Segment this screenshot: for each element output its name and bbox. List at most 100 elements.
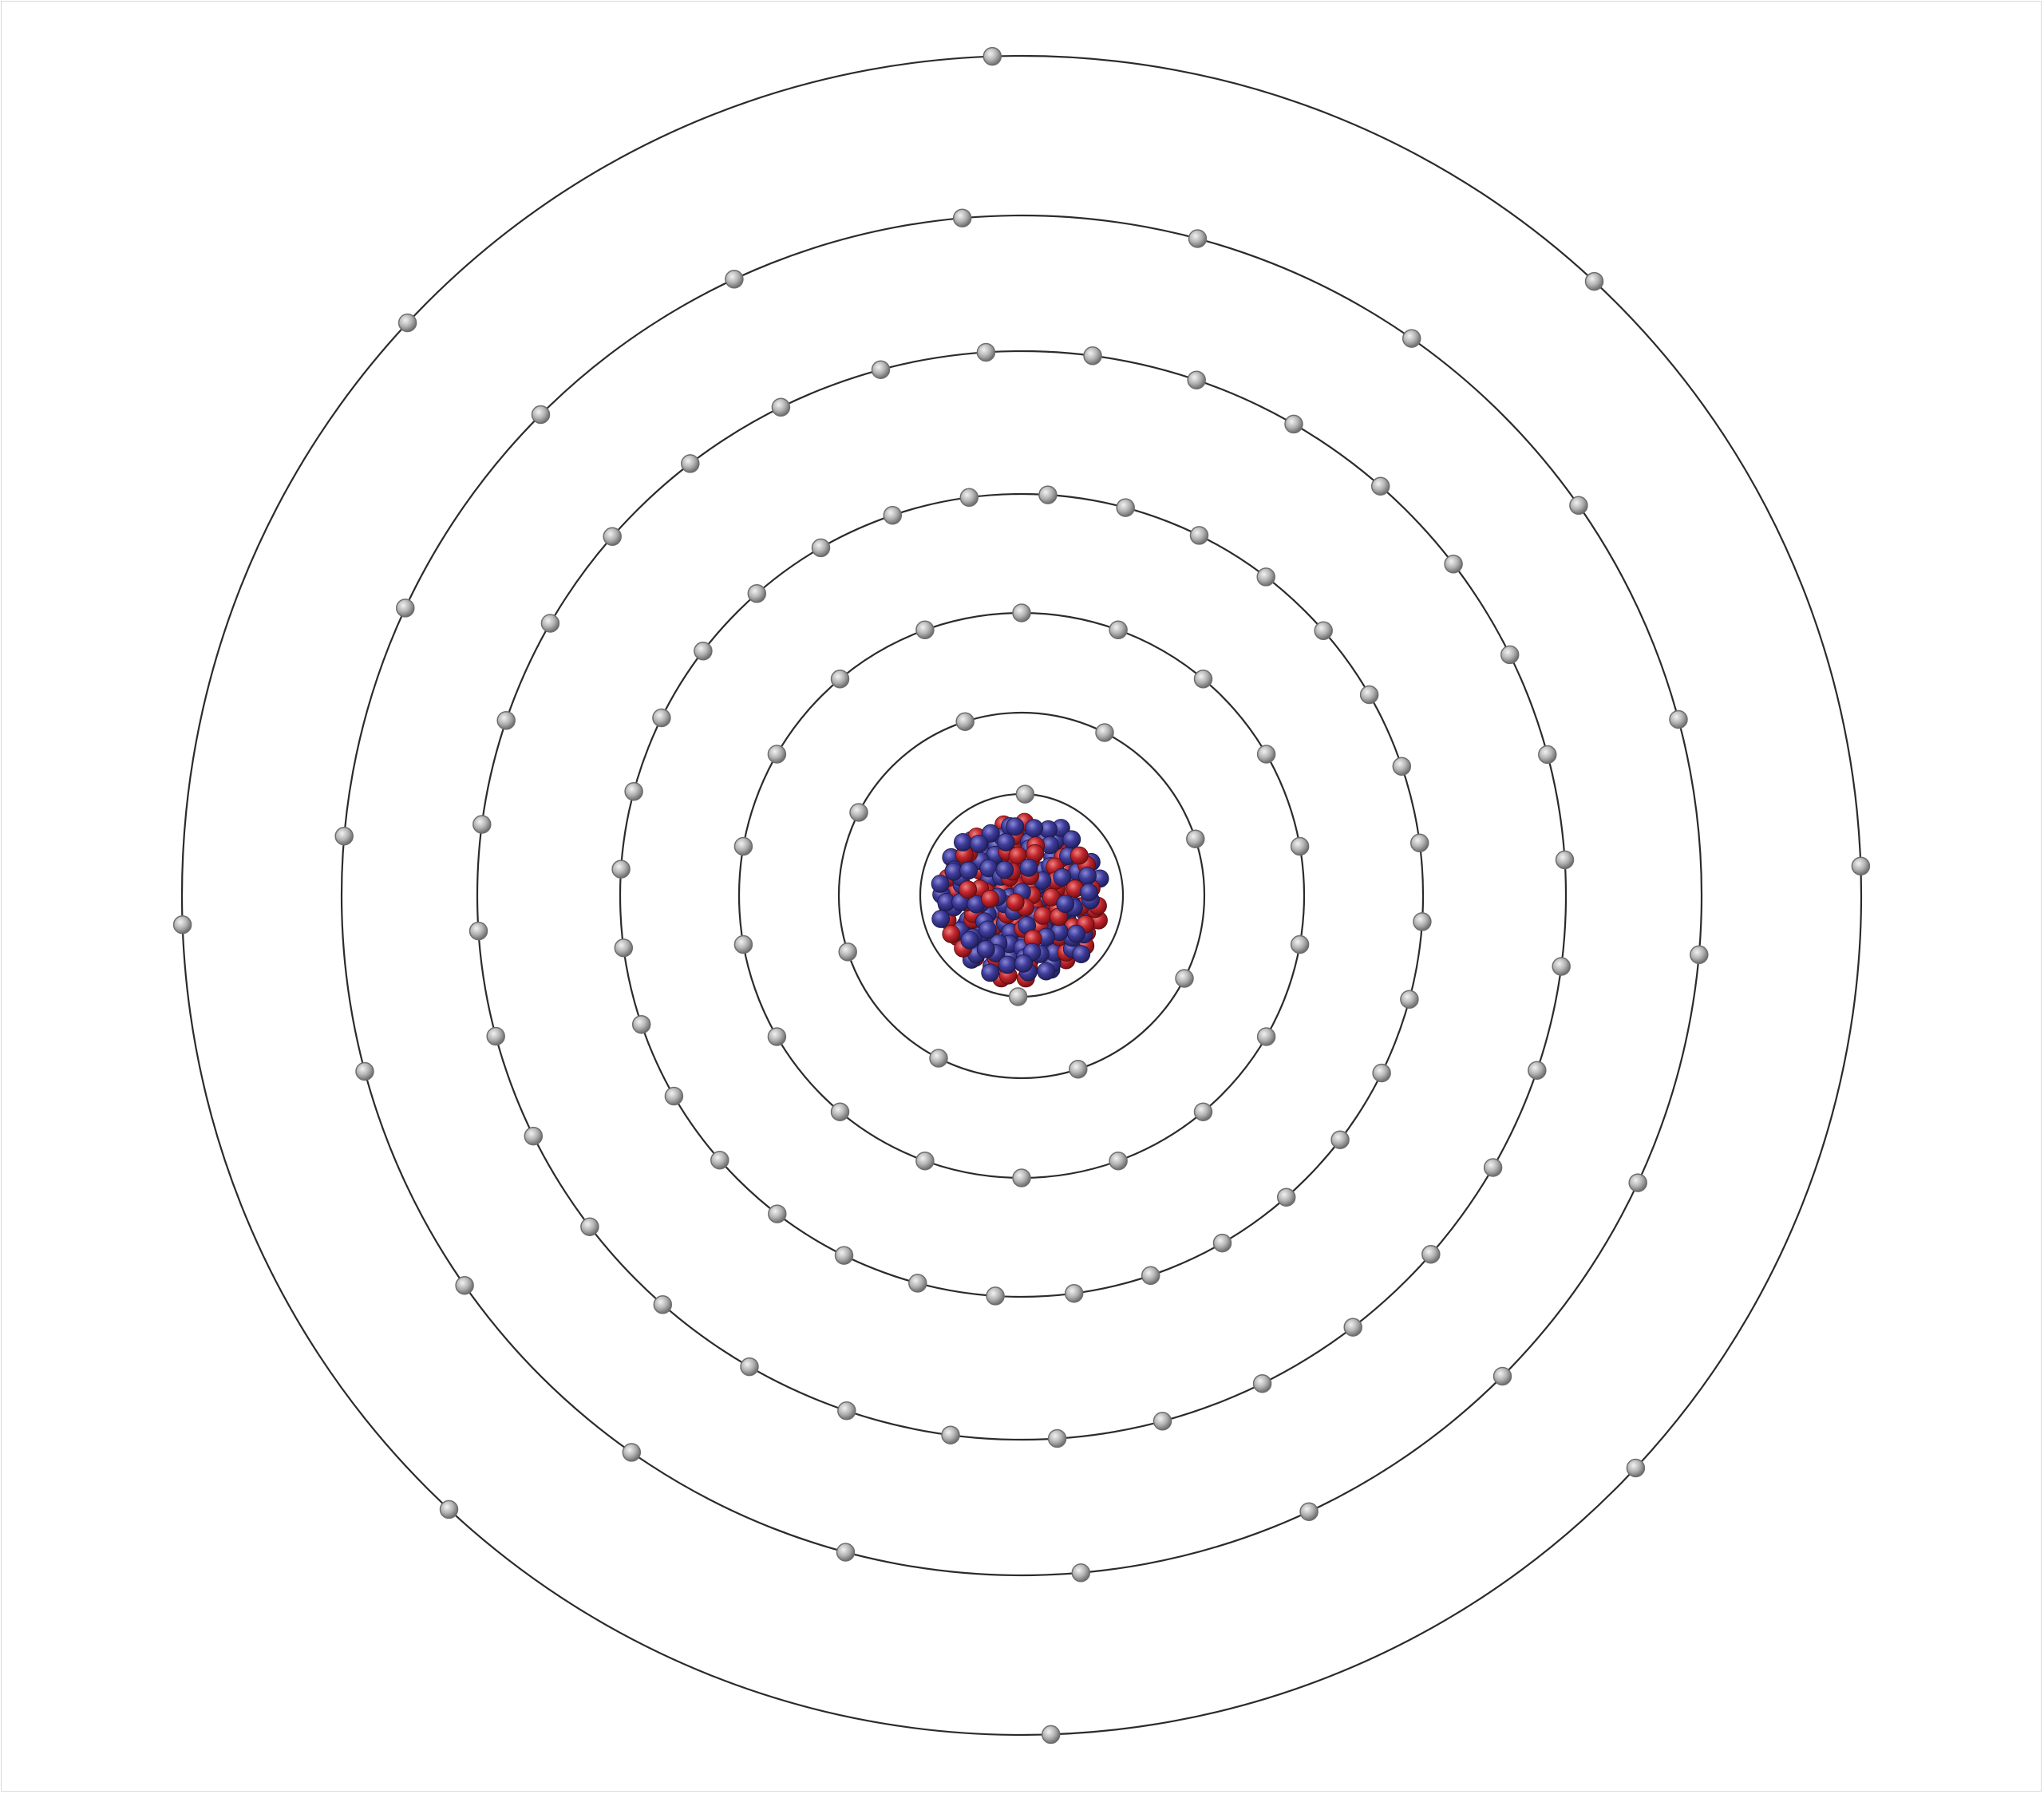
electron-shell-3: [733, 836, 753, 856]
electron-shell-4: [959, 488, 979, 508]
neutron: [1019, 858, 1038, 877]
electron-shell-5: [740, 1357, 759, 1377]
neutron: [996, 832, 1015, 852]
electron-shell-5: [1047, 1428, 1067, 1448]
orbit-shell-2: [837, 711, 1206, 1080]
electron-shell-4: [1372, 1063, 1391, 1083]
electron-shell-5: [486, 1026, 505, 1046]
electron-shell-3: [767, 1027, 787, 1046]
neutron: [960, 931, 979, 950]
electron-shell-3: [1012, 1168, 1031, 1187]
electron-shell-5: [1370, 476, 1390, 496]
neutron: [981, 824, 1000, 843]
electron-shell-4: [1409, 833, 1429, 853]
neutron: [1006, 817, 1025, 836]
electron-shell-1: [1015, 784, 1035, 804]
electron-shell-6: [396, 599, 415, 618]
electron-shell-5: [681, 454, 700, 473]
neutron: [970, 835, 988, 853]
electron-shell-3: [915, 620, 935, 640]
electron-shell-6: [952, 208, 972, 227]
electron-shell-6: [1569, 496, 1588, 516]
electron-shell-6: [1188, 229, 1208, 248]
electron-shell-4: [834, 1246, 854, 1265]
electron-shell-5: [1555, 850, 1575, 870]
electron-shell-5: [941, 1425, 960, 1444]
neutron: [931, 875, 950, 893]
neutron: [1067, 924, 1085, 943]
electron-shell-3: [1193, 670, 1213, 689]
electron-shell-2: [955, 712, 975, 731]
electron-shell-5: [580, 1217, 599, 1236]
electron-shell-3: [830, 670, 850, 689]
orbit-shell-5: [476, 350, 1568, 1441]
electron-shell-4: [908, 1274, 927, 1293]
electron-shell-4: [664, 1086, 684, 1106]
electron-shell-3: [915, 1151, 935, 1171]
electron-shell-3: [1109, 1151, 1128, 1171]
electron-shell-5: [1083, 346, 1102, 366]
electron-shell-2: [1095, 723, 1114, 742]
electron-shell-6: [1071, 1563, 1091, 1583]
electron-shell-5: [1343, 1318, 1362, 1337]
electron-shell-4: [811, 538, 831, 558]
electron-shell-6: [334, 826, 354, 846]
electron-shell-5: [1500, 645, 1520, 665]
electron-shell-7: [982, 46, 1002, 66]
electron-shell-3: [1256, 745, 1276, 764]
electron-shell-4: [624, 782, 643, 801]
electron-shell-7: [1584, 271, 1604, 291]
electron-shell-7: [1041, 1725, 1061, 1745]
electron-shell-3: [1290, 836, 1310, 856]
electron-shell-5: [976, 342, 996, 362]
electron-shell-6: [622, 1443, 642, 1462]
electron-shell-5: [1421, 1244, 1441, 1264]
electron-shell-4: [611, 859, 631, 879]
electron-shell-4: [710, 1150, 729, 1170]
electron-shell-4: [1256, 567, 1275, 587]
electron-shell-5: [1252, 1373, 1272, 1393]
electron-shell-2: [1069, 1060, 1088, 1079]
electron-shell-4: [1141, 1266, 1160, 1286]
electron-shell-4: [631, 1014, 651, 1034]
neutron: [976, 940, 995, 958]
electron-shell-5: [1284, 414, 1303, 434]
proton: [959, 880, 977, 899]
electron-shell-6: [1690, 945, 1709, 965]
electron-shell-5: [1444, 555, 1463, 574]
neutron: [995, 860, 1014, 879]
electron-shell-3: [733, 935, 753, 954]
electron-shell-3: [1256, 1027, 1276, 1046]
electron-shell-3: [1109, 620, 1128, 640]
neutron: [1053, 867, 1072, 887]
electron-shell-5: [1187, 370, 1206, 389]
electrons: [172, 46, 1871, 1745]
neutron: [1072, 945, 1091, 963]
electron-shell-3: [767, 745, 787, 764]
neutron: [981, 963, 1000, 982]
electron-shell-2: [1175, 969, 1194, 988]
electron-shell-5: [1528, 1061, 1547, 1080]
electron-shell-7: [439, 1500, 459, 1519]
electron-shell-4: [1330, 1130, 1350, 1149]
electron-shell-3: [1012, 603, 1031, 622]
neutron: [1078, 867, 1097, 885]
neutron: [1056, 895, 1075, 913]
electron-shell-4: [1064, 1283, 1084, 1303]
electron-shell-1: [1008, 987, 1028, 1006]
electron-shell-5: [1538, 745, 1557, 765]
electron-shell-4: [883, 505, 903, 525]
electron-shell-4: [1413, 912, 1432, 931]
electron-shell-5: [837, 1401, 856, 1421]
electron-shell-4: [1400, 990, 1419, 1009]
orbit-shell-6: [340, 214, 1703, 1577]
orbit-shell-4: [619, 492, 1425, 1298]
electron-shell-4: [768, 1204, 787, 1223]
electron-shell-2: [1186, 829, 1205, 848]
neutron: [959, 861, 978, 880]
electron-shell-5: [524, 1126, 544, 1146]
electron-shell-6: [1299, 1502, 1319, 1521]
electron-shell-6: [1669, 709, 1688, 729]
